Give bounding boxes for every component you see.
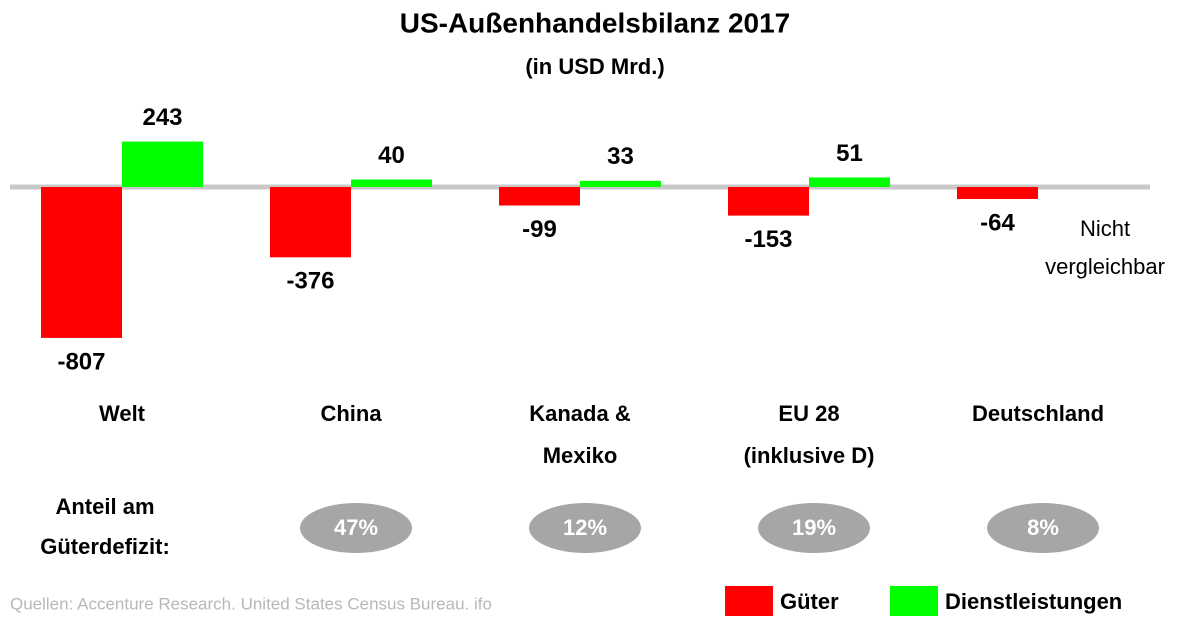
bar xyxy=(580,180,661,187)
bar xyxy=(351,179,432,187)
bar xyxy=(41,187,122,338)
legend-label: Dienstleistungen xyxy=(945,589,1122,614)
category-label: Welt xyxy=(99,401,146,426)
data-label: -376 xyxy=(286,268,334,295)
share-title: Anteil am xyxy=(55,494,154,519)
legend-label: Güter xyxy=(780,589,839,614)
share-label: 8% xyxy=(1027,515,1059,540)
share-ellipse xyxy=(758,503,870,553)
category-label: EU 28 xyxy=(778,401,839,426)
annotation: vergleichbar xyxy=(1045,254,1165,279)
chart-subtitle: (in USD Mrd.) xyxy=(525,54,664,79)
data-label: 33 xyxy=(607,143,634,170)
share-label: 12% xyxy=(563,515,607,540)
category-label: China xyxy=(320,401,382,426)
annotation: Nicht xyxy=(1080,216,1130,241)
data-label: 40 xyxy=(378,142,405,169)
source: Quellen: Accenture Research. United Stat… xyxy=(10,594,492,613)
category-label: Deutschland xyxy=(972,401,1104,426)
bar xyxy=(957,187,1038,199)
data-label: -99 xyxy=(522,216,557,243)
data-label: -807 xyxy=(57,348,105,375)
share-ellipse xyxy=(300,503,412,553)
bar xyxy=(809,177,890,187)
data-label: 243 xyxy=(142,104,182,131)
legend-swatch xyxy=(725,586,773,616)
bar xyxy=(728,187,809,216)
data-label: -64 xyxy=(980,209,1015,236)
category-label: Mexiko xyxy=(543,443,618,468)
share-ellipse xyxy=(529,503,641,553)
category-label: (inklusive D) xyxy=(744,443,875,468)
share-label: 47% xyxy=(334,515,378,540)
bar xyxy=(499,187,580,206)
bar xyxy=(122,141,203,187)
data-label: 51 xyxy=(836,140,863,167)
share-title: Güterdefizit: xyxy=(40,534,170,559)
category-label: Kanada & xyxy=(529,401,631,426)
legend-swatch xyxy=(890,586,938,616)
data-label: -153 xyxy=(744,226,792,253)
chart-title: US-Außenhandelsbilanz 2017 xyxy=(400,7,791,38)
bar xyxy=(270,187,351,258)
share-ellipse xyxy=(987,503,1099,553)
share-label: 19% xyxy=(792,515,836,540)
